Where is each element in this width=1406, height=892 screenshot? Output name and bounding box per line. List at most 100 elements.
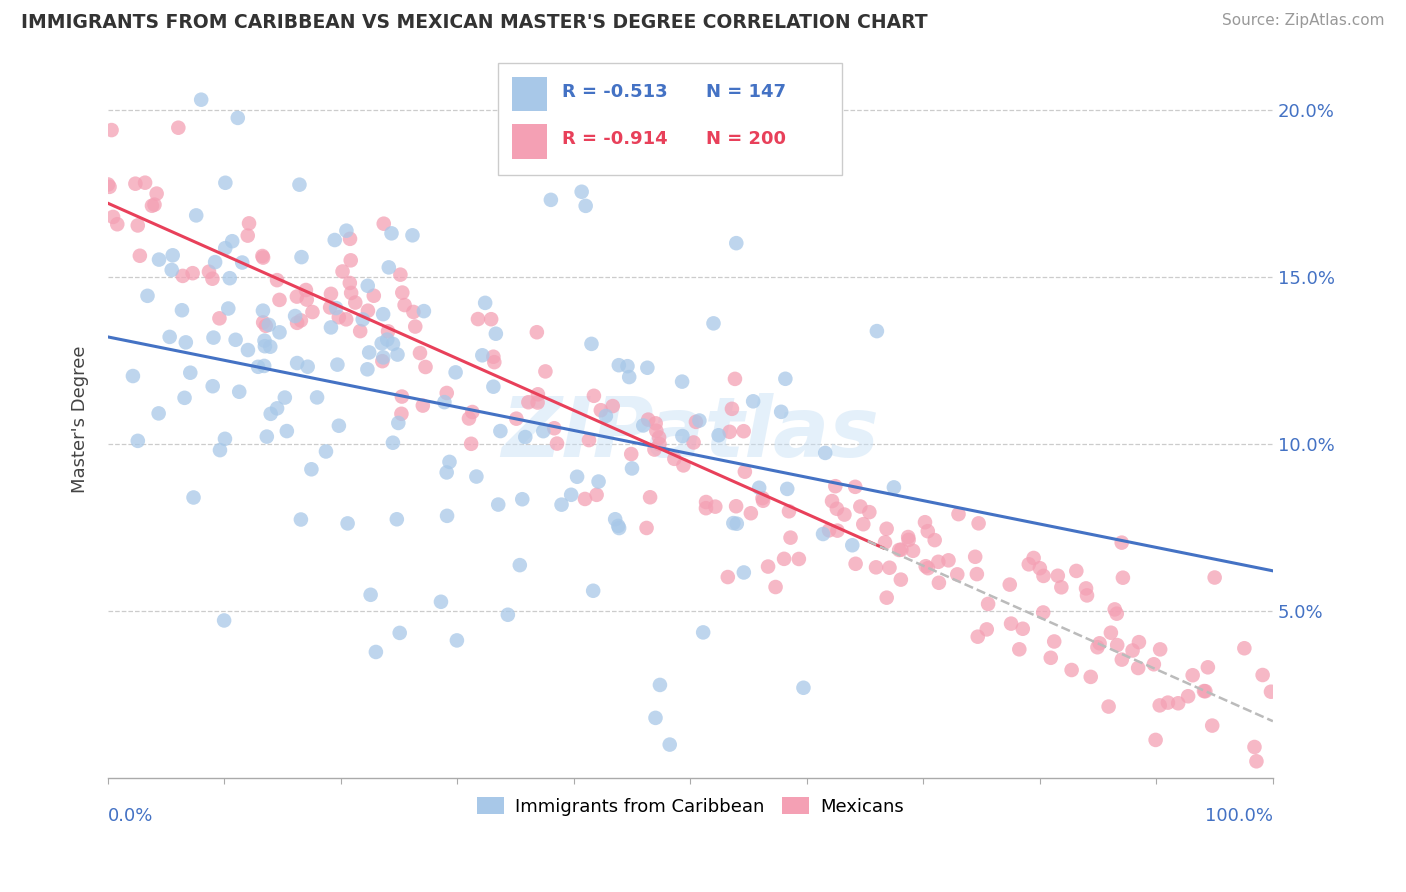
- Immigrants from Caribbean: [274, 391, 297, 405]
- Immigrants from Caribbean: [170, 303, 193, 318]
- Mexicans: [208, 311, 231, 326]
- Immigrants from Caribbean: [148, 406, 170, 420]
- Immigrants from Caribbean: [231, 255, 253, 269]
- Mexicans: [128, 249, 150, 263]
- Mexicans: [269, 293, 291, 307]
- Mexicans: [927, 555, 949, 569]
- Mexicans: [252, 249, 274, 263]
- Mexicans: [620, 447, 643, 461]
- Immigrants from Caribbean: [474, 296, 496, 310]
- Mexicans: [1097, 699, 1119, 714]
- Mexicans: [636, 521, 658, 535]
- Text: R = -0.513: R = -0.513: [562, 83, 668, 101]
- Mexicans: [238, 216, 260, 230]
- Immigrants from Caribbean: [217, 301, 239, 316]
- Immigrants from Caribbean: [486, 498, 509, 512]
- Bar: [512, 77, 547, 112]
- Immigrants from Caribbean: [186, 208, 208, 222]
- Mexicans: [948, 507, 970, 521]
- Mexicans: [890, 573, 912, 587]
- Mexicans: [765, 580, 787, 594]
- Mexicans: [1022, 551, 1045, 566]
- Mexicans: [824, 479, 846, 493]
- Mexicans: [371, 354, 394, 368]
- Immigrants from Caribbean: [550, 498, 572, 512]
- Mexicans: [1008, 642, 1031, 657]
- Mexicans: [1000, 616, 1022, 631]
- Immigrants from Caribbean: [758, 149, 780, 163]
- Immigrants from Caribbean: [290, 512, 312, 526]
- Mexicans: [917, 524, 939, 539]
- Mexicans: [1177, 690, 1199, 704]
- Mexicans: [717, 570, 740, 584]
- Bar: [512, 124, 547, 159]
- Mexicans: [1143, 657, 1166, 672]
- Immigrants from Caribbean: [269, 326, 291, 340]
- Mexicans: [409, 346, 432, 360]
- Mexicans: [1192, 684, 1215, 698]
- Mexicans: [852, 517, 875, 532]
- Mexicans: [458, 411, 481, 425]
- Mexicans: [1111, 652, 1133, 666]
- Mexicans: [967, 516, 990, 531]
- Immigrants from Caribbean: [326, 358, 349, 372]
- Mexicans: [876, 522, 898, 536]
- Immigrants from Caribbean: [436, 466, 458, 480]
- Immigrants from Caribbean: [388, 626, 411, 640]
- Immigrants from Caribbean: [382, 337, 405, 351]
- Mexicans: [1076, 588, 1098, 602]
- Immigrants from Caribbean: [581, 337, 603, 351]
- Immigrants from Caribbean: [260, 407, 283, 421]
- Mexicans: [1032, 569, 1054, 583]
- Mexicans: [890, 542, 912, 557]
- Mexicans: [1122, 643, 1144, 657]
- Mexicans: [938, 553, 960, 567]
- Mexicans: [695, 495, 717, 509]
- Mexicans: [977, 597, 1000, 611]
- Immigrants from Caribbean: [776, 482, 799, 496]
- Immigrants from Caribbean: [204, 255, 226, 269]
- Mexicans: [825, 501, 848, 516]
- Mexicans: [1233, 641, 1256, 656]
- Immigrants from Caribbean: [510, 492, 533, 507]
- Immigrants from Caribbean: [814, 446, 837, 460]
- Immigrants from Caribbean: [202, 330, 225, 344]
- Immigrants from Caribbean: [883, 480, 905, 494]
- Immigrants from Caribbean: [370, 336, 392, 351]
- Mexicans: [1112, 571, 1135, 585]
- Mexicans: [734, 465, 756, 479]
- Mexicans: [901, 543, 924, 558]
- Immigrants from Caribbean: [259, 340, 281, 354]
- Immigrants from Caribbean: [671, 429, 693, 443]
- Immigrants from Caribbean: [212, 614, 235, 628]
- Immigrants from Caribbean: [159, 330, 181, 344]
- Mexicans: [844, 480, 866, 494]
- Mexicans: [301, 305, 323, 319]
- Immigrants from Caribbean: [658, 738, 681, 752]
- Immigrants from Caribbean: [208, 443, 231, 458]
- Immigrants from Caribbean: [373, 351, 395, 365]
- Mexicans: [1087, 640, 1109, 655]
- Mexicans: [124, 177, 146, 191]
- Mexicans: [412, 399, 434, 413]
- Mexicans: [285, 316, 308, 330]
- Immigrants from Caribbean: [284, 309, 307, 323]
- Immigrants from Caribbean: [307, 391, 329, 405]
- Immigrants from Caribbean: [607, 358, 630, 372]
- Mexicans: [415, 359, 437, 374]
- Mexicans: [578, 433, 600, 447]
- Mexicans: [1104, 602, 1126, 616]
- Immigrants from Caribbean: [299, 462, 322, 476]
- Immigrants from Caribbean: [357, 278, 380, 293]
- Legend: Immigrants from Caribbean, Mexicans: Immigrants from Caribbean, Mexicans: [470, 789, 911, 822]
- Immigrants from Caribbean: [359, 345, 381, 359]
- Immigrants from Caribbean: [225, 333, 247, 347]
- Mexicans: [818, 524, 841, 538]
- Text: ZIPatlas: ZIPatlas: [502, 392, 879, 474]
- Mexicans: [402, 305, 425, 319]
- Immigrants from Caribbean: [723, 516, 745, 530]
- Immigrants from Caribbean: [214, 241, 236, 255]
- Mexicans: [582, 389, 605, 403]
- Mexicans: [319, 301, 342, 315]
- Immigrants from Caribbean: [866, 324, 889, 338]
